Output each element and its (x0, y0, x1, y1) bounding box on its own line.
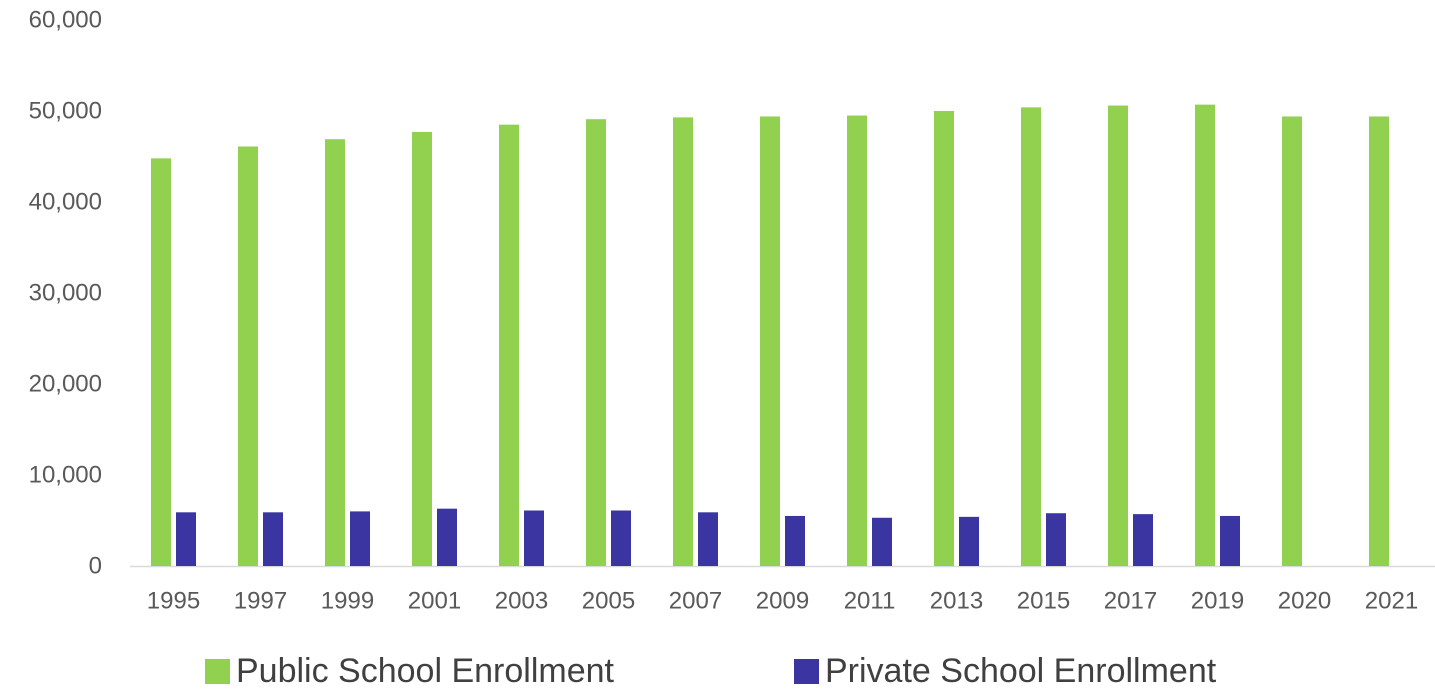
y-tick-label: 10,000 (29, 462, 102, 489)
public-enrollment-bar (673, 117, 693, 567)
public-enrollment-bar (238, 146, 258, 567)
private-enrollment-bar (959, 516, 979, 566)
private-enrollment-bar (698, 512, 718, 566)
private-enrollment-bar (350, 511, 370, 566)
public-enrollment-bar (760, 116, 780, 567)
private-enrollment-bar (176, 512, 196, 566)
public-enrollment-bar (1195, 104, 1215, 566)
y-tick-label: 40,000 (29, 189, 102, 216)
y-axis: 0 10,000 20,000 30,000 40,000 50,000 60,000 (29, 7, 102, 580)
legend-swatch (794, 659, 819, 684)
bars (151, 104, 1389, 567)
private-enrollment-bar (785, 515, 805, 566)
x-tick-label: 2011 (844, 588, 896, 615)
x-tick-label: 2021 (1365, 588, 1418, 615)
private-enrollment-bar (872, 517, 892, 566)
x-tick-label: 1997 (234, 588, 287, 615)
x-tick-label: 2019 (1191, 588, 1244, 615)
public-enrollment-bar (1021, 107, 1041, 567)
y-tick-label: 30,000 (29, 280, 102, 307)
legend-label: Public School Enrollment (236, 652, 615, 689)
public-enrollment-bar (412, 131, 432, 566)
public-enrollment-bar (586, 119, 606, 566)
private-enrollment-bar (437, 508, 457, 566)
private-enrollment-bar (263, 512, 283, 566)
private-enrollment-bar (1133, 514, 1153, 566)
public-enrollment-bar (151, 158, 171, 566)
x-tick-label: 1999 (321, 588, 374, 615)
public-enrollment-bar (1282, 116, 1302, 567)
legend: Public School Enrollment Private School E… (205, 652, 1217, 689)
public-enrollment-bar (934, 111, 954, 566)
y-tick-label: 20,000 (29, 371, 102, 398)
public-enrollment-bar (1108, 105, 1128, 566)
x-tick-label: 2013 (930, 588, 983, 615)
y-tick-label: 60,000 (29, 7, 102, 34)
private-enrollment-bar (611, 510, 631, 566)
public-enrollment-bar (499, 124, 519, 567)
public-enrollment-bar (847, 115, 867, 567)
private-enrollment-bar (524, 510, 544, 566)
x-tick-label: 2005 (582, 588, 635, 615)
x-tick-label: 1995 (147, 588, 200, 615)
y-tick-label: 0 (89, 553, 102, 580)
private-enrollment-bar (1220, 515, 1240, 566)
y-tick-label: 50,000 (29, 98, 102, 125)
public-enrollment-bar (325, 139, 345, 566)
x-tick-label: 2001 (408, 588, 461, 615)
x-tick-label: 2003 (495, 588, 548, 615)
x-tick-label: 2017 (1104, 588, 1157, 615)
legend-label: Private School Enrollment (825, 652, 1217, 689)
x-tick-label: 2009 (756, 588, 809, 615)
private-enrollment-bar (1046, 513, 1066, 566)
legend-swatch (205, 659, 230, 684)
x-tick-label: 2020 (1278, 588, 1331, 615)
x-tick-label: 2015 (1017, 588, 1070, 615)
public-enrollment-bar (1369, 116, 1389, 567)
x-axis: 1995 1997 1999 2001 2003 2005 2007 2009 2011 2013… (147, 588, 1418, 615)
x-tick-label: 2007 (669, 588, 722, 615)
